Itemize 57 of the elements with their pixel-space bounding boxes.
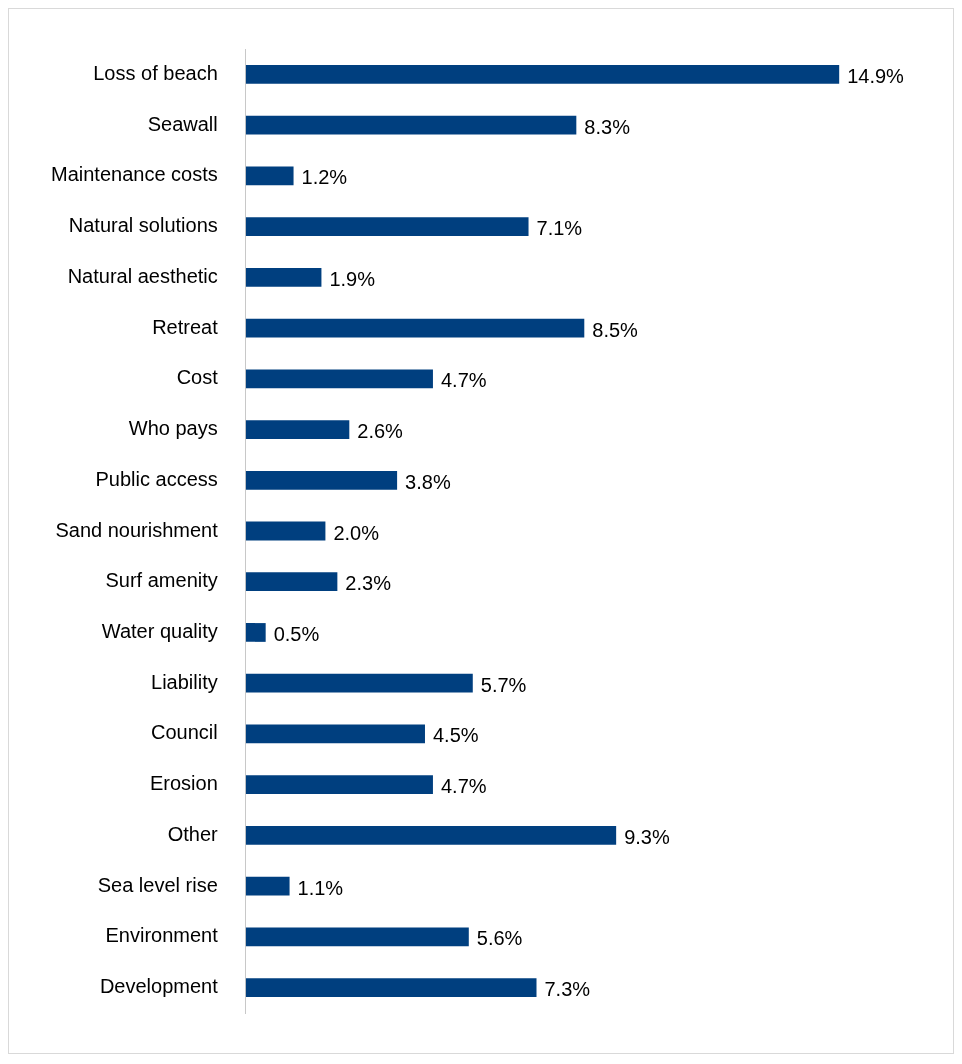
bar xyxy=(245,115,577,135)
data-label: 1.9% xyxy=(329,267,376,290)
bar xyxy=(245,724,425,744)
bar xyxy=(245,166,294,186)
data-label: 9.3% xyxy=(624,825,670,848)
bar xyxy=(245,673,473,693)
data-label: 5.6% xyxy=(476,927,523,950)
data-label: 7.1% xyxy=(536,217,583,240)
data-label: 4.7% xyxy=(440,775,487,798)
data-label: 8.3% xyxy=(584,115,631,138)
bar xyxy=(245,369,433,389)
y-tick-label: Development xyxy=(99,975,219,998)
y-tick-label: Surf amenity xyxy=(105,569,218,592)
bar xyxy=(245,572,338,592)
bar xyxy=(245,420,350,439)
bar xyxy=(245,927,469,947)
y-tick-label: Cost xyxy=(176,366,219,389)
bar xyxy=(245,876,290,896)
bar xyxy=(245,217,529,236)
data-label: 5.7% xyxy=(480,673,527,696)
bar xyxy=(245,521,326,541)
y-tick-label: Who pays xyxy=(128,417,218,440)
data-label: 2.3% xyxy=(345,572,392,595)
bar xyxy=(245,64,840,84)
y-tick-label: Maintenance costs xyxy=(50,163,218,186)
y-tick-label: Environment xyxy=(105,924,219,947)
bar xyxy=(245,978,537,998)
y-tick-label: Natural aesthetic xyxy=(67,264,218,287)
data-label: 2.0% xyxy=(333,521,380,544)
y-tick-label: Erosion xyxy=(149,772,218,795)
y-tick-label: Liability xyxy=(151,670,218,693)
data-label: 3.8% xyxy=(405,470,451,493)
bar xyxy=(245,826,617,845)
data-label: 4.7% xyxy=(440,369,487,392)
data-label: 1.1% xyxy=(297,876,344,899)
y-tick-label: Natural solutions xyxy=(68,214,218,237)
data-label: 8.5% xyxy=(592,318,639,341)
y-tick-label: Water quality xyxy=(101,619,218,642)
y-tick-label: Retreat xyxy=(152,315,219,338)
data-label: 1.2% xyxy=(301,166,348,189)
y-tick-label: Other xyxy=(167,822,219,845)
y-tick-label: Public access xyxy=(95,467,218,490)
y-tick-label: Sand nourishment xyxy=(55,518,219,541)
bar xyxy=(245,267,322,287)
data-label: 14.9% xyxy=(847,64,905,87)
bar xyxy=(245,623,266,642)
y-tick-label: Seawall xyxy=(147,112,218,135)
bar xyxy=(245,318,585,338)
y-tick-label: Sea level rise xyxy=(97,873,218,896)
data-label: 7.3% xyxy=(544,978,591,1001)
data-label: 4.5% xyxy=(432,724,479,747)
data-label: 2.6% xyxy=(357,420,404,443)
data-label: 0.5% xyxy=(273,622,320,645)
y-tick-label: Loss of beach xyxy=(93,61,218,84)
bar xyxy=(245,775,433,795)
y-tick-label: Council xyxy=(151,721,218,744)
bar xyxy=(245,470,398,490)
